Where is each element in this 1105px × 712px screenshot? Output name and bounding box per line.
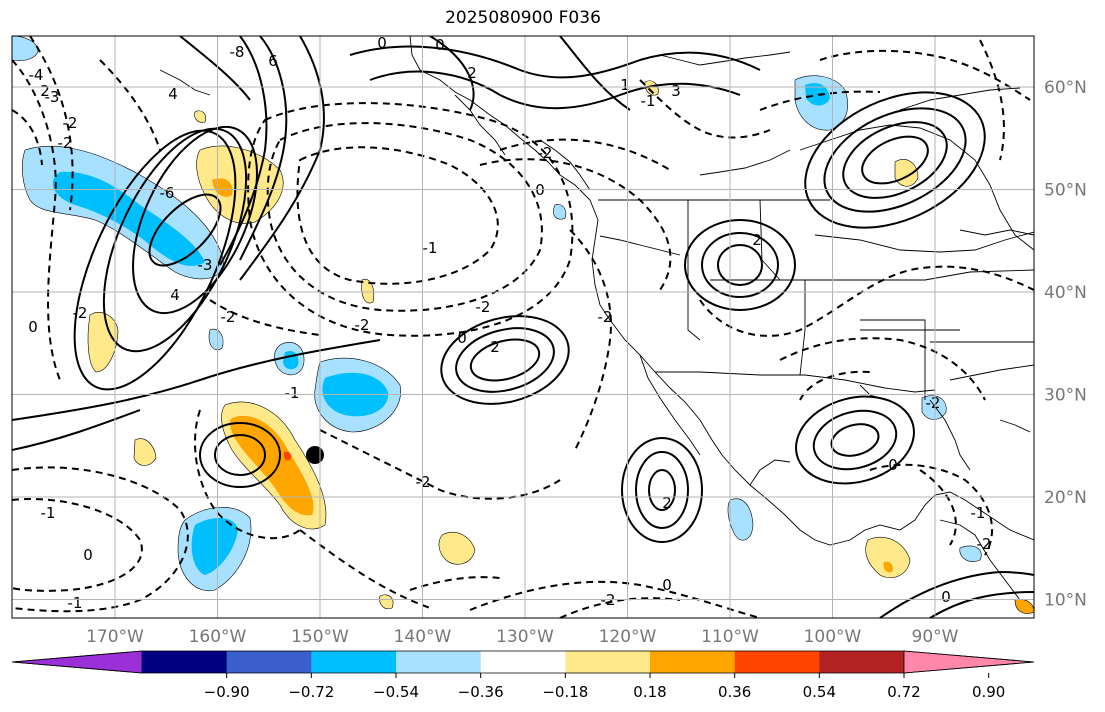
contour-label: -2 <box>221 308 236 326</box>
colorbar-tick-label: −0.36 <box>458 683 504 701</box>
lat-axis: 60°N 50°N 40°N 30°N 20°N 10°N <box>1044 78 1087 611</box>
shaded-anomalies <box>12 36 1034 614</box>
lat-tick-label: 10°N <box>1044 591 1087 611</box>
contour-label: -2 <box>476 298 491 316</box>
colorbar-tick-label: −0.90 <box>204 683 250 701</box>
contour-label: -1 <box>41 504 56 522</box>
colorbar-tick-label: 0.36 <box>718 683 751 701</box>
colorbar-tick-label: −0.72 <box>288 683 334 701</box>
contour-label: -3 <box>198 256 213 274</box>
contour-label: -2 <box>355 316 370 334</box>
contour-label: -3 <box>45 88 60 106</box>
contour-label: 6 <box>268 52 278 70</box>
contour-label: 4 <box>168 85 178 103</box>
contour-label: -2 <box>538 144 553 162</box>
contour-label: 1 <box>620 76 630 94</box>
lon-axis: 170°W 160°W 150°W 140°W 130°W 120°W 110°W 100°W… <box>86 627 959 647</box>
colorbar-max-extension <box>903 650 1035 674</box>
colorbar-segment <box>480 651 566 673</box>
contour-label: 0 <box>888 456 898 474</box>
colorbar-tick-label: −0.54 <box>373 683 419 701</box>
contour-label: 2 <box>40 82 50 100</box>
location-marker <box>306 446 324 464</box>
contour-label: 0 <box>435 36 445 54</box>
lat-tick-label: 60°N <box>1044 78 1087 98</box>
lat-tick-label: 50°N <box>1044 181 1087 201</box>
contour-label: -2 <box>73 304 88 322</box>
contour-label: -2 <box>598 308 613 326</box>
contour-label: 2 <box>490 338 500 356</box>
graticule <box>12 36 1034 618</box>
contour-label: 0 <box>83 546 93 564</box>
lon-tick-label: 160°W <box>189 627 247 647</box>
contour-label: -6 <box>160 184 175 202</box>
lon-tick-label: 140°W <box>394 627 452 647</box>
colorbar-tick-label: −0.18 <box>542 683 588 701</box>
colorbar-segment <box>565 651 651 673</box>
lon-tick-label: 90°W <box>912 627 959 647</box>
colorbar-segment <box>311 651 397 673</box>
contour-label: 4 <box>170 286 180 304</box>
contour-label: 0 <box>377 34 387 52</box>
lat-tick-label: 20°N <box>1044 488 1087 508</box>
contour-label: -1 <box>285 384 300 402</box>
lon-tick-label: 150°W <box>291 627 349 647</box>
contour-label: -1 <box>423 239 438 257</box>
contour-label: -1 <box>68 594 83 612</box>
colorbar-tick-label: 0.90 <box>972 683 1005 701</box>
contour-label: -8 <box>230 43 245 61</box>
contour-label: -2 <box>977 535 992 553</box>
lon-tick-label: 170°W <box>86 627 144 647</box>
contour-label: 3 <box>671 82 681 100</box>
contour-label: 0 <box>457 329 467 347</box>
contour-label: 2 <box>662 494 672 512</box>
contour-label: -2 <box>926 394 941 412</box>
colorbar-min-extension <box>11 650 143 674</box>
contour-label: 0 <box>28 318 38 336</box>
lat-tick-label: 40°N <box>1044 283 1087 303</box>
coastlines <box>159 36 1034 601</box>
contour-label: -1 <box>971 504 986 522</box>
dashed-contours <box>12 36 1034 618</box>
colorbar-segment <box>226 651 312 673</box>
map-frame <box>11 35 1035 619</box>
colorbar-outline <box>11 650 1035 674</box>
lon-tick-label: 130°W <box>496 627 554 647</box>
contour-label: -4 <box>29 66 44 84</box>
colorbar-segment <box>142 651 228 673</box>
colorbar-tick-label: 0.54 <box>803 683 836 701</box>
contour-label: -2 <box>58 134 73 152</box>
colorbar-ticks: −0.90 −0.72 −0.54 −0.36 −0.18 0.18 0.36 0.54 0.7… <box>204 673 1005 701</box>
solid-contours <box>12 36 1034 618</box>
contour-label: 2 <box>467 64 477 82</box>
colorbar-tick-label: 0.72 <box>887 683 920 701</box>
contour-label: -2 <box>63 114 78 132</box>
colorbar-segment <box>734 651 820 673</box>
contour-label: -1 <box>641 92 656 110</box>
colorbar-tick-label: 0.18 <box>633 683 666 701</box>
colorbar-segment <box>650 651 736 673</box>
map-panel <box>12 36 1034 618</box>
plot-title: 2025080900 F036 <box>445 8 601 28</box>
lat-tick-label: 30°N <box>1044 386 1087 406</box>
colorbar <box>11 650 1035 674</box>
lon-tick-label: 110°W <box>701 627 759 647</box>
contour-label: 2 <box>752 231 762 249</box>
lon-tick-label: 100°W <box>804 627 862 647</box>
lon-tick-label: 120°W <box>599 627 657 647</box>
colorbar-segment <box>819 651 905 673</box>
contour-label: 0 <box>941 588 951 606</box>
colorbar-segment <box>396 651 482 673</box>
contour-label: 0 <box>662 576 672 594</box>
